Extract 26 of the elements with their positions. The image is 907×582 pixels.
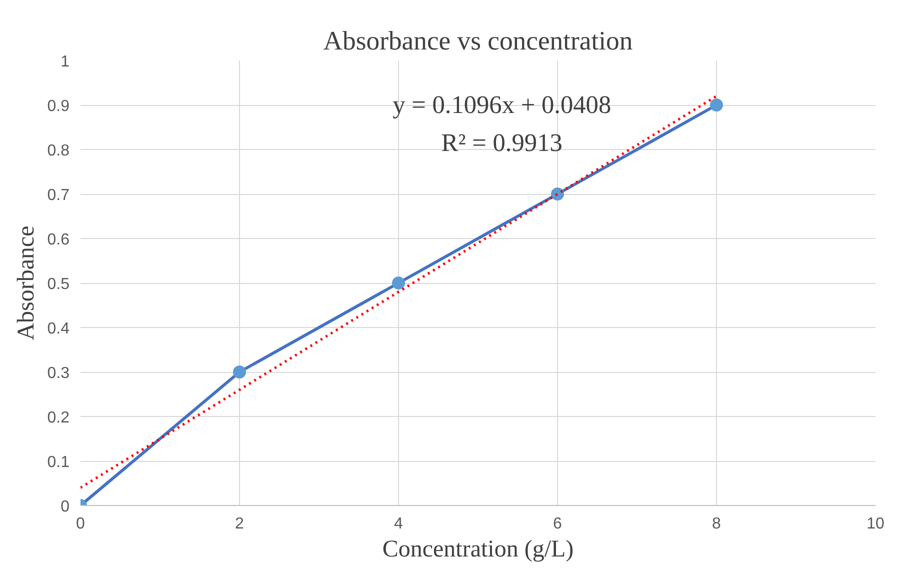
chart-title: Absorbance vs concentration: [323, 26, 633, 56]
y-tick-label: 0.8: [47, 142, 70, 160]
y-axis-title: Absorbance: [13, 226, 40, 340]
y-tick-label: 0.2: [47, 410, 70, 426]
x-tick-label: 4: [394, 516, 404, 532]
point: [392, 276, 405, 290]
point: [233, 366, 246, 378]
x-tick-label: 0: [76, 516, 86, 532]
y-tick-label: 1: [60, 54, 70, 70]
y-tick-label: 0.3: [47, 365, 70, 382]
annotation: y = 0.1096x + 0.0408: [392, 91, 612, 119]
point: [710, 98, 723, 112]
x-tick-label: 6: [553, 516, 562, 532]
y-tick-label: 0.4: [47, 320, 70, 338]
x-tick-label: 2: [235, 516, 244, 532]
point: [551, 188, 564, 200]
y-tick-label: 0: [60, 498, 70, 516]
x-axis-title: Concentration (g/L): [382, 536, 574, 562]
x-tick-label: 10: [866, 516, 884, 532]
y-tick-label: 0.9: [47, 98, 70, 115]
y-tick-label: 0.5: [47, 276, 70, 293]
y-tick-label: 0.1: [47, 454, 70, 471]
y-tick-label: 0.7: [47, 187, 70, 204]
y-tick-label: 0.6: [47, 232, 70, 248]
x-tick-label: 8: [712, 516, 722, 532]
annotation: R² = 0.9913: [441, 128, 562, 157]
